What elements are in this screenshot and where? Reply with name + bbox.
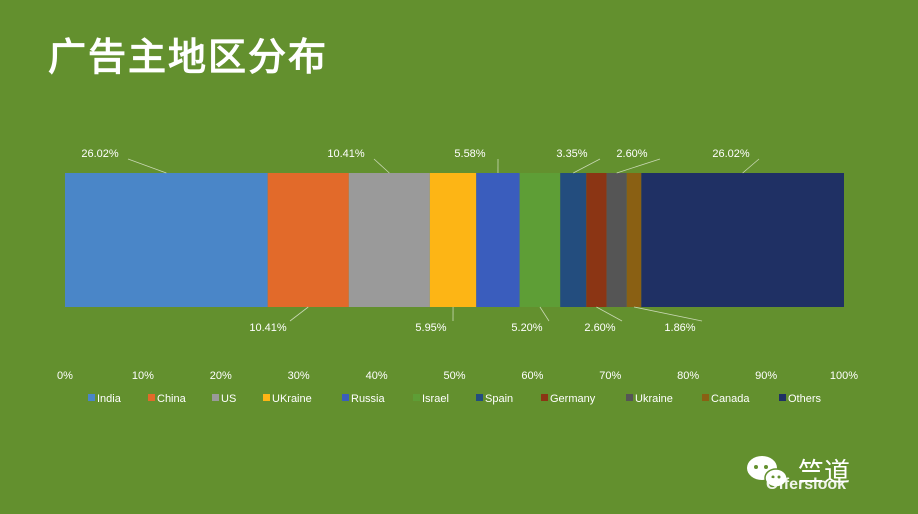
- watermark-name: 竺道: [798, 458, 851, 488]
- leader-germany: [596, 306, 623, 322]
- x-tick-label: 40%: [366, 370, 388, 382]
- legend-label-us: US: [221, 393, 236, 405]
- page-title: 广告主地区分布: [48, 35, 329, 79]
- data-label-israel: 5.20%: [511, 322, 542, 334]
- bar-ukraine: [429, 173, 477, 307]
- data-labels: 26.02% 10.41% 10.41% 5.95% 5.58% 5.20% 3.35% 2.…: [81, 148, 750, 334]
- legend-swatch-us: [212, 394, 219, 401]
- data-label-others: 26.02%: [712, 148, 750, 160]
- bar-india: [65, 173, 268, 307]
- data-label-ukraine: 5.95%: [415, 322, 446, 334]
- watermark-logo: 竺道 Offerslook: [742, 448, 892, 498]
- legend-label-others: Others: [788, 393, 822, 405]
- legend: India China US UKraine Russia Israel Spain Germ…: [88, 393, 822, 405]
- legend-swatch-ukraine: [263, 394, 270, 401]
- legend-label-russia: Russia: [351, 393, 386, 405]
- x-tick-label: 10%: [132, 370, 154, 382]
- x-tick-label: 30%: [288, 370, 310, 382]
- legend-label-germany: Germany: [550, 393, 596, 405]
- legend-swatch-canada: [702, 394, 709, 401]
- bar-ukraine: [606, 173, 627, 307]
- bar-russia: [476, 173, 520, 307]
- x-tick-label: 100%: [830, 370, 858, 382]
- legend-label-spain: Spain: [485, 393, 513, 405]
- leader-israel: [539, 306, 550, 322]
- x-tick-label: 20%: [210, 370, 232, 382]
- bar-china: [267, 173, 349, 307]
- watermark-sub: Offerslook: [766, 476, 847, 493]
- legend-swatch-china: [148, 394, 155, 401]
- x-tick-label: 0%: [57, 370, 73, 382]
- leader-india: [127, 158, 167, 174]
- leader-us: [373, 158, 390, 174]
- wechat-icon: [747, 456, 788, 488]
- legend-swatch-ukraine: [626, 394, 633, 401]
- legend-label-india: India: [97, 393, 122, 405]
- bar-spain: [560, 173, 587, 307]
- legend-swatch-spain: [476, 394, 483, 401]
- label-leaders: [127, 158, 760, 322]
- legend-label-canada: Canada: [711, 393, 750, 405]
- leader-canada: [633, 306, 703, 322]
- legend-label-china: China: [157, 393, 187, 405]
- leader-ukraine: [616, 158, 661, 174]
- data-label-india: 26.02%: [81, 148, 119, 160]
- data-label-russia: 5.58%: [454, 148, 485, 160]
- bar-canada: [626, 173, 642, 307]
- data-label-canada: 1.86%: [664, 322, 695, 334]
- x-tick-label: 50%: [443, 370, 465, 382]
- x-axis-ticks: 0% 10% 20% 30% 40% 50% 60% 70% 80% 90% 100%: [57, 370, 858, 382]
- legend-label-ukraine: Ukraine: [635, 393, 673, 405]
- bar-us: [348, 173, 430, 307]
- x-tick-label: 70%: [599, 370, 621, 382]
- bar-others: [641, 173, 844, 307]
- leader-china: [289, 306, 309, 322]
- x-tick-label: 90%: [755, 370, 777, 382]
- bar-germany: [586, 173, 607, 307]
- legend-label-israel: Israel: [422, 393, 449, 405]
- legend-swatch-israel: [413, 394, 420, 401]
- data-label-us: 10.41%: [327, 148, 365, 160]
- legend-swatch-russia: [342, 394, 349, 401]
- bar-israel: [519, 173, 561, 307]
- legend-swatch-others: [779, 394, 786, 401]
- leader-others: [742, 158, 760, 174]
- data-label-china: 10.41%: [249, 322, 287, 334]
- x-tick-label: 60%: [521, 370, 543, 382]
- x-tick-label: 80%: [677, 370, 699, 382]
- legend-swatch-germany: [541, 394, 548, 401]
- leader-spain: [573, 158, 601, 174]
- bar-segments: [65, 173, 844, 307]
- data-label-spain: 3.35%: [556, 148, 587, 160]
- legend-swatch-india: [88, 394, 95, 401]
- data-label-ukraine: 2.60%: [616, 148, 647, 160]
- legend-label-ukraine: UKraine: [272, 393, 312, 405]
- data-label-germany: 2.60%: [584, 322, 615, 334]
